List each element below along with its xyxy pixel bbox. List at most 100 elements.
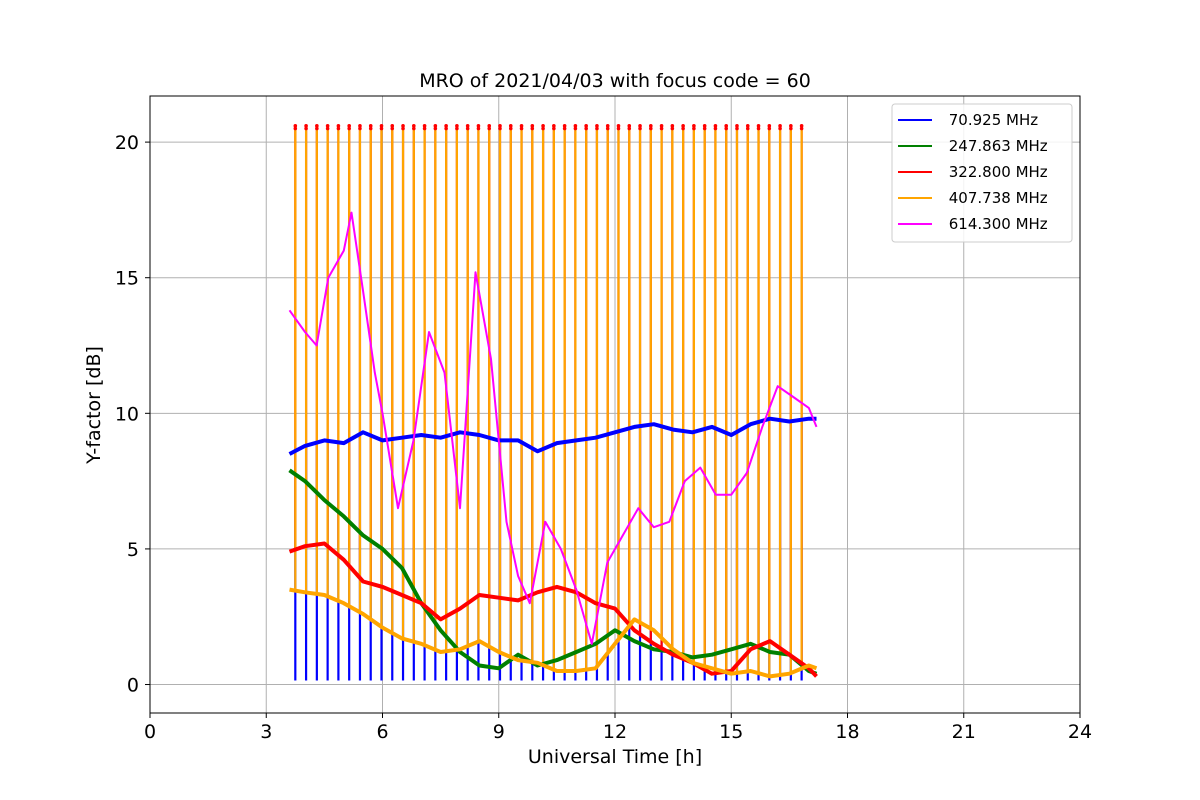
series-3-spike-cap (293, 126, 298, 131)
spike-layer (293, 124, 804, 681)
series-line-1 (288, 468, 818, 676)
series-3-spike-cap (724, 126, 729, 131)
x-tick-label: 21 (952, 721, 976, 743)
series-3-spike-cap (745, 126, 750, 131)
series-2-spike-cap (530, 124, 535, 128)
legend-label-1: 247.863 MHz (944, 137, 1048, 155)
y-tick-label: 20 (115, 132, 139, 154)
series-2-spike-cap (390, 124, 395, 128)
legend-label-3: 407.738 MHz (944, 189, 1048, 207)
series-2-spike-cap (735, 124, 739, 128)
y-tick-label: 5 (127, 539, 139, 561)
series-2-spike-cap (325, 124, 330, 128)
series-3-spike-cap (455, 126, 459, 131)
series-2-spike-cap (487, 124, 492, 128)
legend-label-0: 70.925 MHz (944, 111, 1038, 129)
y-tick-label: 0 (127, 675, 139, 697)
series-3-spike-cap (519, 126, 524, 131)
y-axis-label: Y-factor [dB] (83, 346, 105, 465)
series-2-spike-cap (756, 124, 761, 128)
series-3-spike-cap (530, 126, 535, 131)
series-3-spike-cap (756, 126, 761, 131)
series-2-spike-cap (595, 124, 599, 128)
series-3-spike-cap (476, 126, 481, 131)
series-3-spike-cap (422, 126, 427, 131)
x-tick-label: 12 (603, 721, 627, 743)
series-2-spike-cap (789, 124, 793, 128)
series-line-4 (288, 211, 818, 645)
series-2-spike-cap (476, 124, 481, 128)
series-3-spike-cap (412, 126, 416, 131)
series-2-spike-cap (724, 124, 729, 128)
series-2-spike-cap (422, 124, 427, 128)
legend-label-2: 322.800 MHz (944, 163, 1048, 181)
series-2-spike-cap (315, 124, 319, 128)
series-3-spike-cap (304, 126, 308, 131)
series-2-spike-cap (519, 124, 524, 128)
series-3-spike-cap (336, 126, 341, 131)
series-2-spike-cap (336, 124, 341, 128)
series-3-spike-cap (649, 126, 653, 131)
series-2-spike-cap (638, 124, 642, 128)
legend: 70.925 MHz 247.863 MHz 322.800 MHz 407.7… (891, 103, 1073, 243)
series-3-spike-cap (347, 126, 351, 131)
series-3-spike-cap (390, 126, 395, 131)
series-2-spike-cap (649, 124, 653, 128)
series-2-spike-cap (358, 124, 362, 128)
series-2-spike-cap (552, 124, 556, 128)
series-2-spike-cap (692, 124, 696, 128)
series-2-spike-cap (659, 124, 664, 128)
series-3-spike-cap (325, 126, 330, 131)
series-3-spike-cap (595, 126, 599, 131)
series-3-spike-cap (638, 126, 642, 131)
series-line-2 (288, 541, 818, 678)
series-2-spike-cap (508, 124, 513, 128)
series-2-spike-cap (444, 124, 448, 128)
series-2-spike-cap (627, 124, 632, 128)
series-3-spike-cap (778, 126, 782, 131)
series-3-spike-cap (627, 126, 632, 131)
series-3-spike-cap (670, 126, 675, 131)
series-3-spike-cap (573, 126, 578, 131)
series-3-spike-cap (465, 126, 470, 131)
series-3-spike-cap (584, 126, 588, 131)
series-3-spike-cap (713, 126, 718, 131)
series-2-spike-cap (541, 124, 545, 128)
series-2-spike-cap (498, 124, 502, 128)
series-2-spike-cap (347, 124, 351, 128)
series-2-spike-cap (465, 124, 470, 128)
series-3-spike-cap (702, 126, 707, 131)
series-line-0 (288, 416, 817, 456)
x-tick-label: 24 (1068, 721, 1092, 743)
series-3-spike-cap (616, 126, 621, 131)
series-3-spike-cap (692, 126, 696, 131)
chart-title: MRO of 2021/04/03 with focus code = 60 (419, 70, 811, 92)
series-2-spike-cap (681, 124, 685, 128)
x-axis-label: Universal Time [h] (528, 746, 702, 768)
x-tick-label: 18 (835, 721, 859, 743)
series-2-spike-cap (401, 124, 405, 128)
y-ticks: 0 5 10 15 20 (115, 132, 150, 697)
series-2-spike-cap (745, 124, 750, 128)
series-2-spike-cap (455, 124, 459, 128)
series-3-spike-cap (799, 126, 804, 131)
series-3-spike-cap (487, 126, 492, 131)
series-3-spike-cap (433, 126, 438, 131)
series-2-spike-cap (573, 124, 578, 128)
series-2-spike-cap (767, 124, 772, 128)
series-2-spike-cap (412, 124, 416, 128)
legend-box (891, 103, 1073, 243)
series-3-spike-cap (498, 126, 502, 131)
series-3-spike-cap (368, 126, 373, 131)
series-2-spike-cap (670, 124, 675, 128)
series-2-spike-cap (293, 124, 298, 128)
series-2-spike-cap (778, 124, 782, 128)
series-2-spike-cap (702, 124, 707, 128)
series-3-spike-cap (444, 126, 448, 131)
series-2-spike-cap (379, 124, 384, 128)
series-3-spike-cap (789, 126, 793, 131)
legend-label-4: 614.300 MHz (944, 215, 1048, 233)
series-3-spike-cap (552, 126, 556, 131)
series-3-spike-cap (508, 126, 513, 131)
